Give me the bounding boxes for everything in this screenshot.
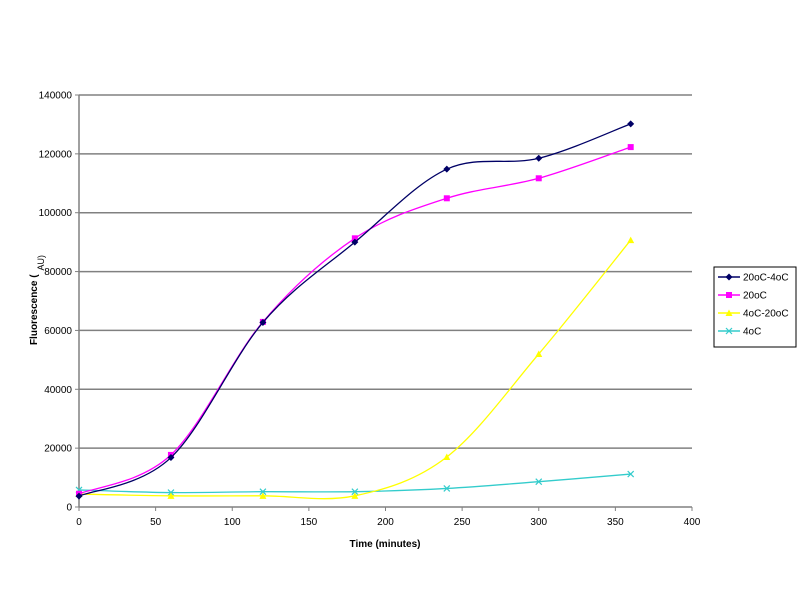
- data-point-marker: [351, 235, 358, 242]
- data-point-marker: [259, 492, 267, 499]
- legend-swatch-marker: [726, 292, 732, 298]
- data-point-marker: [443, 453, 451, 460]
- data-point-marker: [259, 488, 267, 496]
- y-tick-label: 140000: [39, 91, 73, 102]
- legend-item: 4oC-20oC: [718, 309, 789, 320]
- y-axis-title-group: Fluorescence ( AU): [29, 255, 46, 345]
- data-point-marker: [627, 120, 635, 128]
- series-line: [78, 473, 631, 494]
- y-tick-label: 80000: [44, 267, 72, 278]
- x-tick-label: 100: [224, 517, 241, 528]
- legend: 20oC-4oC 20oC 4oC-20oC 4oC: [713, 266, 797, 348]
- data-point-marker: [75, 492, 83, 500]
- y-axis-title-main: Fluorescence (: [29, 274, 40, 345]
- data-point-marker: [351, 492, 359, 499]
- legend-item: 4oC: [718, 327, 761, 338]
- x-tick-label: 300: [530, 517, 547, 528]
- series-4oC-20oC: [75, 236, 635, 500]
- y-tick-label: 120000: [39, 149, 73, 160]
- data-point-marker: [167, 492, 175, 499]
- data-point-marker: [627, 144, 634, 151]
- x-tick-label: 50: [150, 517, 162, 528]
- data-point-marker: [167, 454, 175, 462]
- y-axis-ticks: 0 20000 40000 60000 80000 100000 120000 140000: [39, 91, 79, 514]
- x-tick-label: 150: [301, 517, 318, 528]
- series-layer: [75, 120, 635, 500]
- data-point-marker: [535, 478, 543, 486]
- y-axis-title: Fluorescence ( AU): [29, 255, 46, 345]
- x-tick-label: 250: [454, 517, 471, 528]
- data-point-marker: [443, 195, 450, 202]
- data-point-marker: [351, 238, 359, 246]
- legend-swatch-marker: [725, 273, 733, 281]
- legend-label: 20oC-4oC: [743, 273, 789, 284]
- series-line: [78, 239, 632, 500]
- x-tick-label: 400: [684, 517, 701, 528]
- x-tick-label: 0: [76, 517, 82, 528]
- x-tick-label: 200: [377, 517, 394, 528]
- data-point-marker: [351, 488, 359, 496]
- x-tick-label: 350: [607, 517, 624, 528]
- y-tick-label: 0: [66, 503, 72, 514]
- series-20oC: [76, 144, 634, 497]
- data-point-marker: [259, 318, 267, 326]
- y-axis-title-unit: AU): [36, 255, 46, 271]
- gridlines: [79, 94, 692, 449]
- legend-label: 4oC-20oC: [743, 309, 789, 320]
- legend-label: 4oC: [743, 327, 761, 338]
- legend-swatch-marker: [725, 309, 733, 316]
- x-axis-title: Time (minutes): [350, 539, 421, 550]
- axes: [78, 95, 692, 508]
- series-line: [78, 146, 631, 495]
- data-point-marker: [535, 350, 543, 357]
- data-point-marker: [535, 154, 543, 162]
- y-tick-label: 20000: [44, 444, 72, 455]
- data-point-marker: [535, 175, 542, 182]
- series-4oC: [75, 470, 635, 497]
- data-point-marker: [627, 470, 635, 478]
- legend-box: [713, 266, 797, 348]
- y-tick-label: 40000: [44, 385, 72, 396]
- x-axis-ticks: 0 50 100 150 200 250 300 350 400: [76, 507, 701, 528]
- series-line: [78, 123, 631, 497]
- legend-item: 20oC: [718, 291, 767, 302]
- legend-swatch-marker: [725, 327, 733, 335]
- legend-item: 20oC-4oC: [718, 273, 789, 284]
- y-tick-label: 60000: [44, 326, 72, 337]
- data-point-marker: [443, 165, 451, 173]
- y-tick-label: 100000: [39, 208, 73, 219]
- data-point-marker: [627, 236, 635, 244]
- data-point-marker: [443, 485, 451, 492]
- series-20oC-4oC: [75, 120, 635, 500]
- legend-label: 20oC: [743, 291, 767, 302]
